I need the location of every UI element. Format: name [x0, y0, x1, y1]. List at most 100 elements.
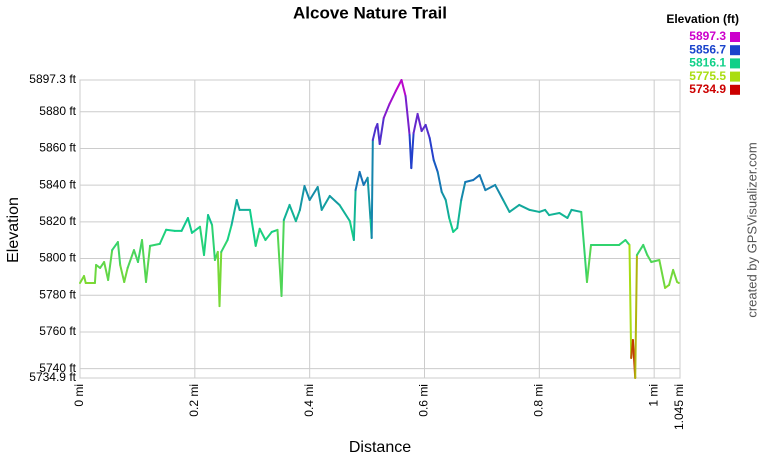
- x-tick-label: 1.045 mi: [672, 384, 686, 430]
- profile-segment: [658, 259, 667, 289]
- profile-segment: [580, 210, 588, 284]
- profile-segment: [412, 112, 419, 135]
- profile-segment: [235, 199, 241, 211]
- profile-segment: [294, 208, 301, 223]
- profile-segment: [624, 239, 631, 246]
- profile-segment: [585, 243, 593, 284]
- profile-segment: [211, 223, 216, 262]
- legend-swatch: [730, 71, 740, 82]
- legend-title: Elevation (ft): [666, 12, 739, 26]
- y-tick-label: 5820 ft: [39, 214, 76, 228]
- profile-segment: [538, 208, 547, 213]
- profile-segment: [424, 123, 431, 139]
- profile-segment: [308, 185, 319, 202]
- y-tick-label: 5760 ft: [39, 324, 76, 338]
- profile-segment: [370, 139, 374, 239]
- profile-segment: [618, 239, 627, 246]
- profile-segment: [190, 225, 201, 234]
- profile-segment: [248, 208, 257, 247]
- x-tick-label: 0.2 mi: [187, 384, 201, 417]
- legend-swatch: [730, 45, 740, 56]
- profile-segment: [320, 194, 331, 211]
- profile-segment: [111, 241, 119, 252]
- profile-segment: [116, 241, 122, 266]
- profile-segment: [672, 268, 679, 284]
- profile-segment: [258, 227, 267, 242]
- profile-segment: [298, 185, 306, 211]
- profile-segment: [141, 239, 148, 284]
- profile-segment: [634, 254, 638, 379]
- y-tick-label: 5860 ft: [39, 141, 76, 155]
- y-tick-label: 5780 ft: [39, 287, 76, 301]
- profile-segment: [230, 199, 238, 226]
- profile-segment: [288, 203, 297, 223]
- y-axis-title: Elevation: [5, 197, 22, 263]
- profile-segment: [220, 239, 229, 253]
- profile-segment: [448, 216, 455, 233]
- profile-segment: [464, 179, 475, 184]
- profile-segment: [136, 239, 144, 264]
- profile-segment: [646, 254, 653, 264]
- profile-segment: [494, 183, 505, 202]
- profile-segment: [566, 208, 573, 219]
- profile-segment: [371, 127, 377, 142]
- x-tick-label: 0.4 mi: [302, 384, 316, 417]
- profile-segment: [358, 170, 365, 186]
- profile-segment: [472, 174, 481, 182]
- profile-segment: [528, 208, 541, 213]
- x-tick-label: 0.6 mi: [417, 384, 431, 417]
- profile-segment: [440, 190, 447, 202]
- profile-segment: [410, 132, 415, 170]
- profile-segment: [352, 189, 357, 242]
- profile-segment: [276, 228, 283, 297]
- profile-segment: [186, 216, 193, 234]
- profile-segment: [254, 227, 261, 247]
- profile-segment: [432, 159, 439, 173]
- profile-segment: [460, 181, 467, 202]
- profile-segment: [382, 103, 391, 119]
- profile-segment: [123, 266, 129, 284]
- profile-segment: [103, 261, 110, 282]
- profile-segment: [218, 250, 223, 308]
- legend-swatch: [730, 84, 740, 95]
- profile-segment: [354, 170, 361, 192]
- profile-segment: [366, 176, 372, 222]
- profile-segment: [203, 214, 210, 257]
- profile-segment: [428, 136, 435, 162]
- profile-segment: [119, 263, 126, 284]
- profile-segment: [508, 203, 521, 213]
- legend-label: 5897.3: [689, 29, 726, 43]
- profile-segment: [149, 242, 161, 247]
- x-tick-label: 0 mi: [72, 384, 86, 407]
- profile-segment: [126, 249, 135, 269]
- profile-segment: [635, 243, 645, 257]
- profile-segment: [93, 263, 98, 284]
- profile-segment: [558, 212, 569, 219]
- y-tick-label: 5800 ft: [39, 251, 76, 265]
- legend-label: 5775.5: [689, 69, 726, 83]
- profile-segment: [264, 230, 273, 242]
- profile-segment: [570, 208, 583, 213]
- profile-segment: [502, 199, 511, 213]
- profile-segment: [394, 79, 403, 93]
- x-tick-label: 1 mi: [646, 384, 660, 407]
- profile-segment: [303, 185, 311, 202]
- profile-segment: [404, 94, 411, 137]
- profile-segment: [642, 243, 649, 257]
- profile-segment: [456, 199, 463, 230]
- profile-segment: [328, 194, 341, 206]
- credit: created by GPSVisualizer.com: [744, 142, 759, 317]
- profile-segment: [676, 281, 680, 284]
- profile-segment: [388, 90, 397, 106]
- profile-segment: [548, 212, 561, 217]
- legend-swatch: [730, 58, 740, 69]
- profile-segment: [145, 244, 152, 284]
- profile-segment: [478, 174, 487, 192]
- profile-segment: [132, 249, 139, 264]
- profile-segment: [165, 228, 176, 232]
- y-tick-label: 5740 ft: [39, 361, 76, 375]
- legend-swatch: [730, 32, 740, 42]
- profile-segment: [378, 116, 385, 146]
- profile-segment: [199, 225, 206, 257]
